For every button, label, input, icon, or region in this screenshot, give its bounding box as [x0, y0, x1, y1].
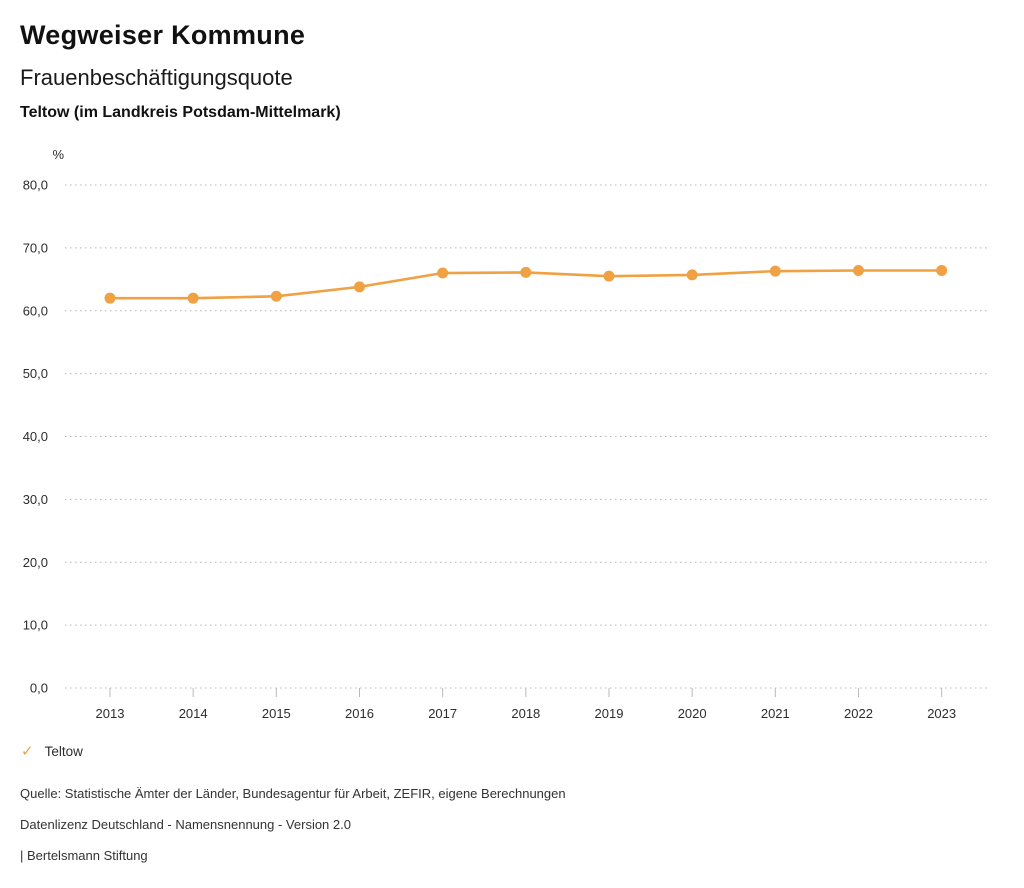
- data-point[interactable]: [437, 267, 449, 279]
- data-point[interactable]: [520, 266, 532, 278]
- y-tick-label: 80,0: [23, 178, 48, 193]
- license-text: Datenlizenz Deutschland - Namensnennung …: [20, 817, 351, 832]
- y-tick-label: 10,0: [23, 618, 48, 633]
- data-point[interactable]: [353, 281, 365, 293]
- y-tick-label: 0,0: [30, 681, 48, 696]
- x-tick-label: 2014: [179, 706, 208, 721]
- x-tick-label: 2013: [96, 706, 125, 721]
- legend-item-teltow[interactable]: ✓ Teltow: [21, 744, 83, 759]
- data-point[interactable]: [187, 292, 199, 304]
- y-tick-label: 30,0: [23, 492, 48, 507]
- y-axis-unit-label: %: [52, 147, 64, 162]
- x-tick-label: 2015: [262, 706, 291, 721]
- x-tick-label: 2022: [844, 706, 873, 721]
- source-text: Quelle: Statistische Ämter der Länder, B…: [20, 786, 566, 801]
- y-tick-label: 60,0: [23, 303, 48, 318]
- x-tick-label: 2023: [927, 706, 956, 721]
- data-point[interactable]: [769, 265, 781, 277]
- data-point[interactable]: [104, 292, 116, 304]
- attribution-text: | Bertelsmann Stiftung: [20, 848, 148, 863]
- x-tick-label: 2020: [678, 706, 707, 721]
- legend-check-icon: ✓: [21, 743, 34, 760]
- data-point[interactable]: [603, 270, 615, 282]
- chart-title: Frauenbeschäftigungsquote: [20, 65, 293, 90]
- data-point[interactable]: [936, 265, 948, 277]
- data-point[interactable]: [686, 269, 698, 281]
- x-tick-label: 2017: [428, 706, 457, 721]
- data-point[interactable]: [852, 265, 864, 277]
- chart-location-subtitle: Teltow (im Landkreis Potsdam-Mittelmark): [20, 104, 341, 121]
- x-tick-label: 2018: [511, 706, 540, 721]
- data-point[interactable]: [270, 290, 282, 302]
- x-tick-label: 2021: [761, 706, 790, 721]
- y-tick-label: 70,0: [23, 240, 48, 255]
- y-tick-label: 20,0: [23, 555, 48, 570]
- line-chart-canvas: % 80,0 70,0 60,0 50,0 40,0 30,0 20,0 10,0 0,0 2013…: [23, 147, 990, 721]
- line-chart: % 80,0 70,0 60,0 50,0 40,0 30,0 20,0 10,0 0,0 2013…: [0, 140, 1024, 730]
- x-tick-label: 2016: [345, 706, 374, 721]
- y-tick-label: 50,0: [23, 366, 48, 381]
- legend-label: Teltow: [44, 744, 83, 759]
- page-title: Wegweiser Kommune: [20, 20, 306, 50]
- y-tick-label: 40,0: [23, 429, 48, 444]
- x-tick-label: 2019: [595, 706, 624, 721]
